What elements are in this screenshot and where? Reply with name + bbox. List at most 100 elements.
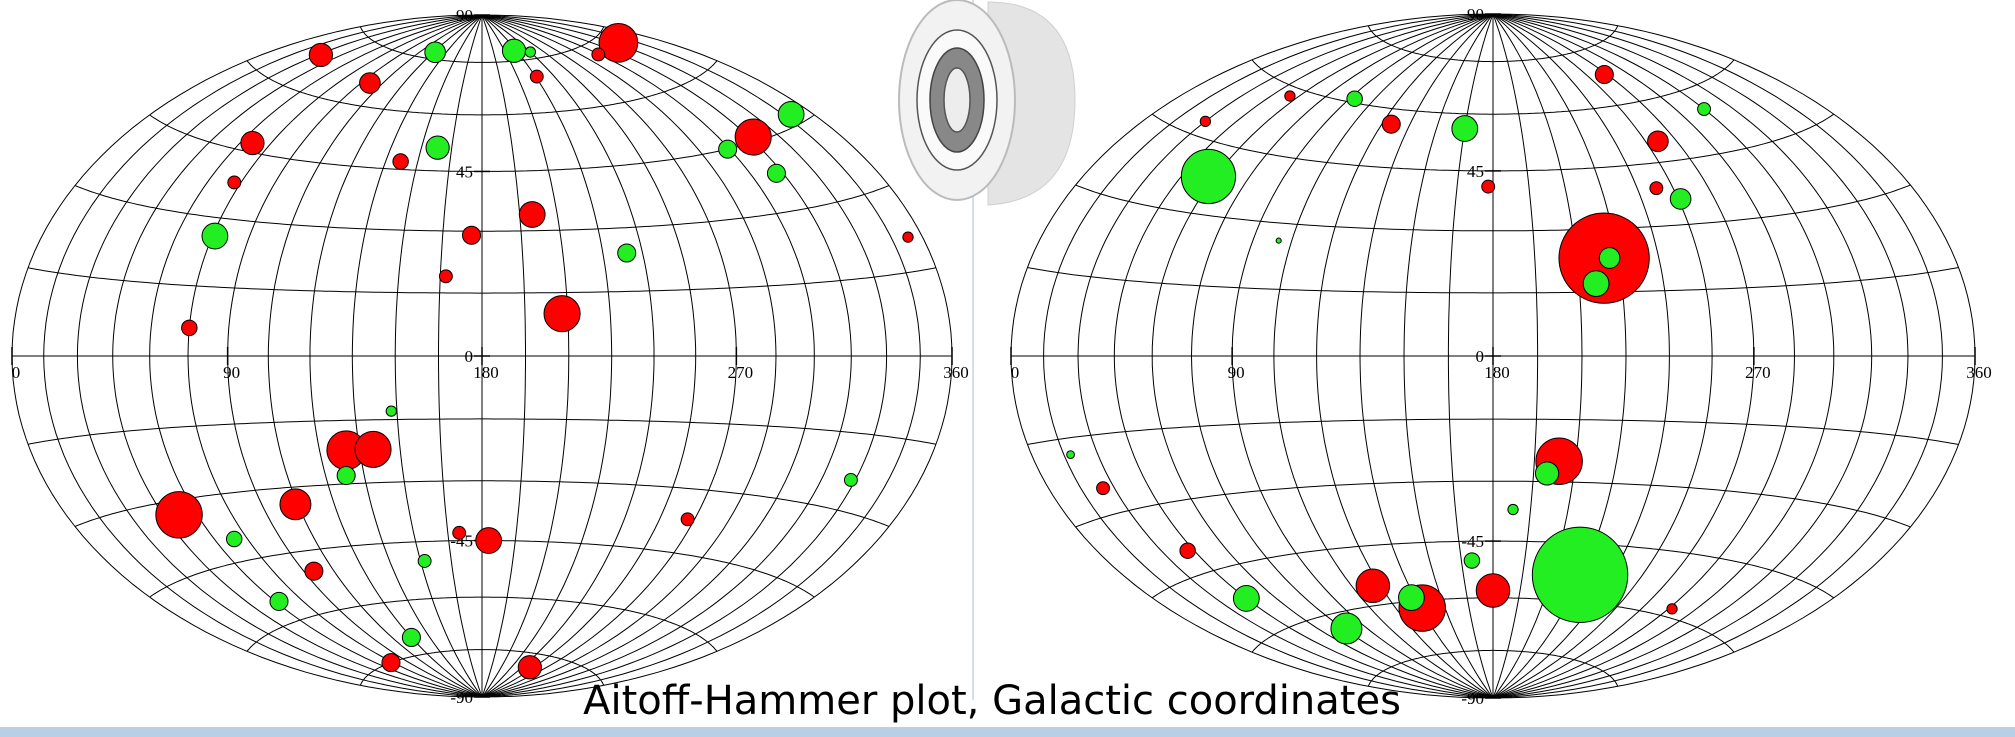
source-marker (1647, 130, 1669, 153)
source-marker (417, 554, 432, 568)
source-marker (777, 100, 805, 128)
graticule-parallel (246, 60, 718, 116)
source-marker (225, 530, 243, 548)
source-marker (680, 512, 695, 527)
x-tick-label: 360 (943, 363, 969, 382)
source-marker (718, 139, 738, 159)
source-marker (354, 430, 392, 468)
source-marker (308, 42, 333, 68)
graticule-parallel (1027, 267, 1959, 294)
source-marker (304, 561, 324, 581)
source-marker (1507, 503, 1519, 516)
source-marker (1598, 247, 1621, 269)
source-marker (1346, 90, 1363, 107)
source-marker (1381, 114, 1401, 134)
source-marker (543, 295, 581, 333)
source-marker (517, 655, 542, 680)
source-marker (1481, 179, 1496, 194)
x-tick-label: 90 (1228, 363, 1245, 382)
source-marker (475, 527, 503, 554)
ring-icon (898, 0, 1076, 206)
x-tick-label: 180 (1484, 363, 1510, 382)
source-marker (1232, 585, 1260, 612)
source-marker (438, 269, 453, 284)
source-marker (1180, 148, 1237, 205)
y-tick-label: 45 (456, 162, 473, 181)
source-marker (1649, 181, 1664, 196)
source-marker (1582, 270, 1610, 298)
source-marker (201, 222, 229, 250)
source-marker (1531, 526, 1629, 624)
source-marker (1594, 65, 1614, 85)
y-tick-label: 90 (1467, 5, 1484, 24)
source-marker (425, 135, 450, 160)
x-tick-label: 270 (728, 363, 754, 382)
y-tick-label: 0 (1476, 347, 1485, 366)
source-marker (1666, 603, 1678, 615)
source-marker (461, 225, 482, 245)
source-marker (1398, 584, 1425, 611)
source-marker (734, 118, 772, 156)
caption: Aitoff-Hammer plot, Galactic coordinates (583, 678, 1401, 724)
source-marker (1534, 461, 1560, 486)
graticule-parallel (27, 267, 937, 294)
source-marker (227, 175, 242, 190)
source-marker (336, 466, 356, 486)
source-marker (155, 491, 203, 539)
graticule-parallel (1075, 184, 1911, 232)
source-marker (617, 243, 637, 263)
graticule-parallel (1367, 649, 1619, 687)
source-marker (1330, 612, 1363, 645)
graticule-parallel (359, 26, 605, 63)
source-marker (843, 473, 858, 487)
source-marker (524, 46, 537, 58)
footer-bar (0, 727, 2015, 737)
source-marker (766, 163, 786, 183)
source-marker (1475, 573, 1511, 608)
x-tick-label: 0 (1011, 363, 1020, 382)
source-marker (1463, 552, 1481, 569)
graticule-parallel (1367, 25, 1619, 63)
source-marker (424, 41, 446, 64)
graticule-parallel (1075, 480, 1911, 528)
y-tick-label: -45 (1461, 532, 1484, 551)
source-marker (1284, 90, 1296, 102)
source-marker (240, 130, 265, 156)
source-marker (598, 22, 639, 63)
graticule-parallel (74, 185, 890, 232)
source-marker (1697, 102, 1712, 116)
y-tick-label: 90 (456, 6, 473, 25)
source-marker (452, 525, 467, 540)
x-tick-label: 180 (473, 363, 499, 382)
y-tick-label: -90 (450, 688, 473, 707)
x-tick-label: 90 (223, 363, 240, 382)
source-marker (269, 591, 289, 611)
source-marker (1199, 115, 1212, 128)
source-marker (1451, 115, 1479, 142)
source-marker (1066, 450, 1075, 459)
source-marker (359, 72, 381, 94)
source-marker (1179, 542, 1196, 559)
graticule-parallel (246, 596, 718, 652)
source-marker (501, 38, 527, 63)
graticule-parallel (1251, 59, 1735, 115)
source-marker (279, 488, 312, 521)
graticule-parallel (1027, 418, 1959, 445)
source-marker (1669, 188, 1692, 210)
y-tick-label: 0 (465, 347, 474, 366)
source-marker (1355, 568, 1391, 604)
graticule-parallel (27, 418, 937, 445)
y-tick-label: -90 (1461, 689, 1484, 708)
source-marker (1096, 481, 1110, 496)
source-marker (181, 319, 198, 337)
source-marker (392, 153, 409, 170)
source-marker (518, 201, 546, 228)
x-tick-label: 0 (12, 363, 21, 382)
source-marker (529, 69, 544, 84)
x-tick-label: 270 (1745, 363, 1771, 382)
source-marker (1275, 237, 1282, 244)
